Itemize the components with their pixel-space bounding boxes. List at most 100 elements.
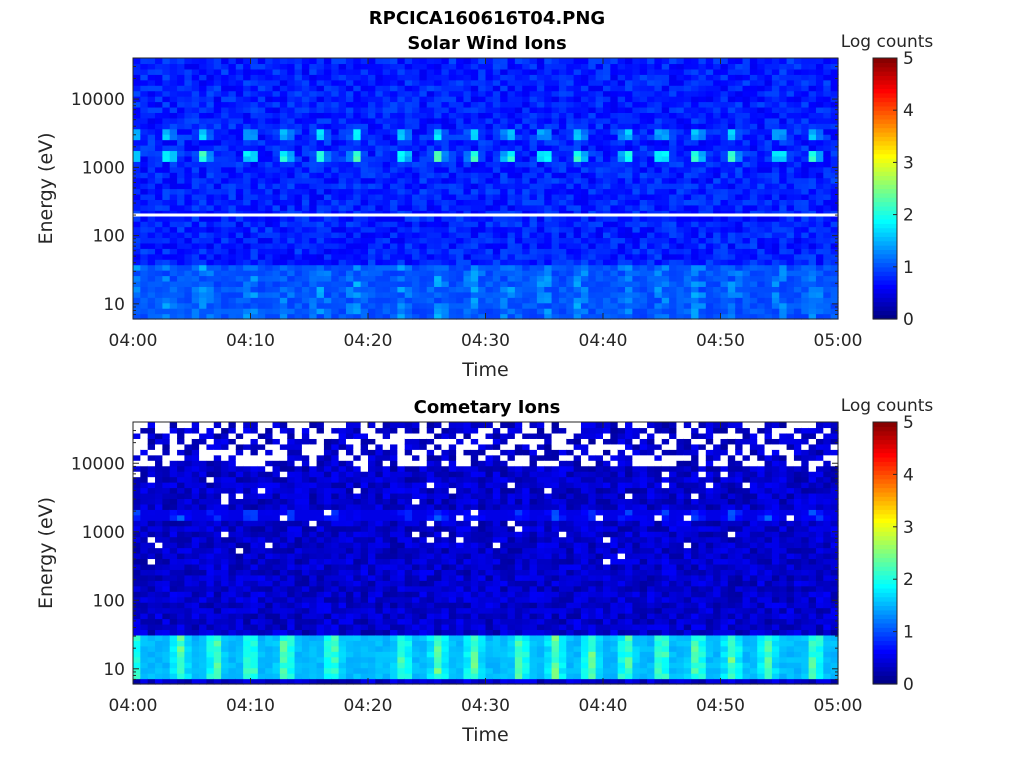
- heatmap-cell: [786, 155, 795, 162]
- heatmap-cell: [573, 291, 582, 298]
- heatmap-cell: [353, 134, 362, 141]
- heatmap-cell: [771, 117, 780, 124]
- heatmap-cell: [463, 221, 472, 228]
- heatmap-cell: [390, 204, 398, 211]
- heatmap-cell: [698, 172, 707, 179]
- heatmap-cell: [603, 177, 611, 184]
- heatmap-cell: [147, 471, 156, 478]
- heatmap-cell: [603, 128, 611, 135]
- heatmap-cell: [360, 193, 369, 200]
- heatmap-cell: [419, 291, 428, 298]
- heatmap-cell: [133, 291, 141, 298]
- heatmap-cell: [793, 150, 802, 157]
- heatmap-cell: [522, 199, 531, 206]
- heatmap-cell: [625, 210, 633, 217]
- heatmap-cell: [133, 188, 141, 195]
- heatmap-cell: [713, 215, 722, 222]
- heatmap-cell: [514, 297, 523, 304]
- heatmap-cell: [595, 291, 604, 298]
- heatmap-cell: [301, 248, 310, 255]
- heatmap-cell: [749, 242, 758, 249]
- heatmap-cell: [434, 183, 443, 190]
- heatmap-cell: [221, 297, 230, 304]
- heatmap-cell: [147, 503, 156, 510]
- heatmap-cell: [294, 270, 303, 277]
- heatmap-cell: [345, 199, 354, 206]
- heatmap-cell: [727, 112, 736, 119]
- heatmap-cell: [801, 308, 810, 315]
- heatmap-cell: [147, 275, 156, 282]
- heatmap-cell: [639, 280, 648, 287]
- heatmap-cell: [382, 313, 391, 320]
- heatmap-cell: [742, 280, 751, 287]
- heatmap-cell: [742, 221, 751, 228]
- heatmap-cell: [375, 90, 384, 97]
- heatmap-cell: [558, 161, 567, 168]
- heatmap-cell: [412, 134, 420, 141]
- heatmap-cell: [478, 308, 487, 315]
- heatmap-cell: [514, 270, 523, 277]
- heatmap-cell: [588, 134, 597, 141]
- heatmap-cell: [294, 63, 303, 70]
- heatmap-cell: [470, 193, 479, 200]
- heatmap-cell: [735, 134, 744, 141]
- heatmap-cell: [573, 166, 582, 173]
- heatmap-cell: [279, 68, 288, 75]
- heatmap-cell: [448, 226, 457, 233]
- heatmap-cell: [536, 280, 545, 287]
- heatmap-cell: [558, 101, 567, 108]
- heatmap-cell: [177, 63, 185, 70]
- heatmap-cell: [749, 210, 758, 217]
- heatmap-cell: [676, 297, 685, 304]
- heatmap-cell: [243, 302, 252, 309]
- heatmap-cell: [279, 101, 288, 108]
- heatmap-cell: [133, 253, 141, 260]
- heatmap-cell: [683, 139, 692, 146]
- heatmap-cell: [823, 215, 832, 222]
- heatmap-cell: [735, 79, 744, 86]
- heatmap-cell: [213, 134, 222, 141]
- heatmap-cell: [265, 177, 274, 184]
- heatmap-cell: [426, 79, 435, 86]
- heatmap-cell: [625, 123, 633, 130]
- heatmap-cell: [617, 117, 626, 124]
- heatmap-cell: [177, 155, 185, 162]
- heatmap-cell: [250, 204, 259, 211]
- heatmap-cell: [140, 618, 149, 625]
- heatmap-cell: [669, 215, 678, 222]
- heatmap-cell: [492, 226, 501, 233]
- heatmap-cell: [301, 215, 310, 222]
- heatmap-cell: [272, 123, 281, 130]
- heatmap-cell: [779, 150, 788, 157]
- heatmap-cell: [580, 145, 589, 152]
- heatmap-cell: [485, 128, 494, 135]
- heatmap-cell: [199, 90, 208, 97]
- heatmap-cell: [147, 634, 156, 641]
- heatmap-cell: [419, 248, 428, 255]
- heatmap-cell: [147, 161, 156, 168]
- heatmap-cell: [191, 58, 200, 65]
- heatmap-cell: [140, 498, 149, 505]
- heatmap-cell: [162, 226, 171, 233]
- heatmap-cell: [140, 145, 149, 152]
- heatmap-cell: [323, 90, 332, 97]
- heatmap-cell: [250, 68, 259, 75]
- heatmap-cell: [331, 313, 340, 320]
- heatmap-cell: [522, 128, 531, 135]
- heatmap-cell: [823, 68, 832, 75]
- heatmap-cell: [213, 117, 222, 124]
- heatmap-cell: [155, 563, 163, 570]
- heatmap-cell: [441, 166, 450, 173]
- heatmap-cell: [419, 106, 428, 113]
- heatmap-cell: [551, 226, 560, 233]
- heatmap-cell: [235, 226, 244, 233]
- heatmap-cell: [691, 128, 700, 135]
- heatmap-cell: [169, 101, 178, 108]
- heatmap-cell: [345, 291, 354, 298]
- heatmap-cell: [727, 188, 736, 195]
- heatmap-cell: [272, 90, 281, 97]
- heatmap-cell: [522, 280, 531, 287]
- heatmap-cell: [434, 193, 443, 200]
- heatmap-cell: [368, 210, 376, 217]
- heatmap-cell: [397, 248, 406, 255]
